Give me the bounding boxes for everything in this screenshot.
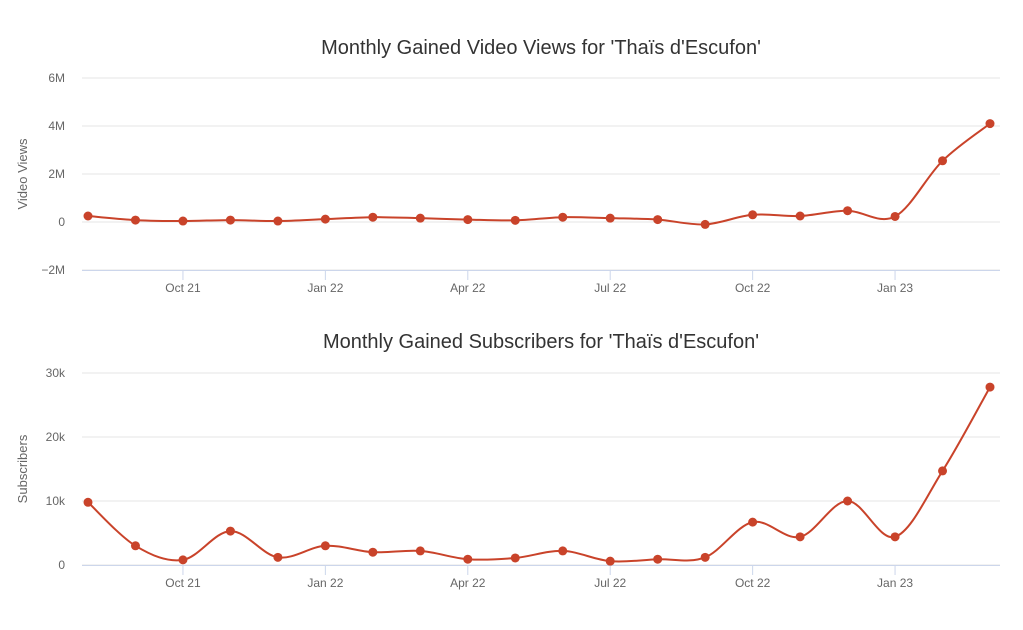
data-point[interactable] [178, 216, 188, 226]
data-point[interactable] [748, 517, 758, 527]
data-point[interactable] [795, 532, 805, 542]
data-point[interactable] [415, 546, 425, 556]
y-tick-label: 4M [48, 119, 65, 133]
data-point[interactable] [415, 213, 425, 223]
data-point[interactable] [273, 552, 283, 562]
data-point[interactable] [890, 211, 900, 221]
x-tick-label: Apr 22 [450, 576, 486, 590]
data-point[interactable] [653, 554, 663, 564]
data-point[interactable] [130, 541, 140, 551]
y-tick-label: −2M [41, 263, 65, 277]
data-point[interactable] [985, 119, 995, 129]
y-tick-label: 0 [58, 558, 65, 572]
x-tick-label: Oct 22 [735, 281, 771, 295]
chart-title: Monthly Gained Subscribers for 'Thaïs d'… [323, 331, 759, 353]
data-point[interactable] [653, 215, 663, 225]
y-axis-label: Video Views [15, 138, 30, 210]
y-tick-label: 6M [48, 71, 65, 85]
x-tick-label: Jul 22 [594, 576, 626, 590]
data-point[interactable] [83, 211, 93, 221]
data-point[interactable] [510, 215, 520, 225]
y-tick-label: 2M [48, 167, 65, 181]
data-point[interactable] [225, 215, 235, 225]
data-point[interactable] [320, 541, 330, 551]
y-tick-label: 20k [46, 430, 66, 444]
data-point[interactable] [368, 547, 378, 557]
chart-0: Monthly Gained Video Views for 'Thaïs d'… [15, 37, 1000, 295]
chart-title: Monthly Gained Video Views for 'Thaïs d'… [321, 37, 761, 59]
data-point[interactable] [558, 212, 568, 222]
series-line [87, 386, 991, 563]
x-tick-label: Apr 22 [450, 281, 486, 295]
x-tick-label: Jan 22 [307, 281, 343, 295]
x-tick-label: Oct 22 [735, 576, 771, 590]
data-point[interactable] [225, 526, 235, 536]
data-point[interactable] [700, 552, 710, 562]
y-tick-label: 10k [46, 494, 66, 508]
data-point[interactable] [938, 156, 948, 166]
data-point[interactable] [463, 554, 473, 564]
data-point[interactable] [700, 219, 710, 229]
data-point[interactable] [510, 553, 520, 563]
data-point[interactable] [605, 556, 615, 566]
x-tick-label: Jan 23 [877, 281, 913, 295]
data-point[interactable] [605, 213, 615, 223]
data-point[interactable] [985, 382, 995, 392]
data-point[interactable] [463, 215, 473, 225]
x-tick-label: Jul 22 [594, 281, 626, 295]
y-tick-label: 30k [46, 366, 66, 380]
x-tick-label: Oct 21 [165, 576, 201, 590]
y-axis-label: Subscribers [15, 434, 30, 503]
data-point[interactable] [843, 206, 853, 216]
data-point[interactable] [795, 211, 805, 221]
y-tick-label: 0 [58, 215, 65, 229]
data-point[interactable] [273, 216, 283, 226]
data-point[interactable] [843, 496, 853, 506]
x-tick-label: Jan 23 [877, 576, 913, 590]
data-point[interactable] [178, 555, 188, 565]
data-point[interactable] [938, 466, 948, 476]
x-tick-label: Jan 22 [307, 576, 343, 590]
chart-1: Monthly Gained Subscribers for 'Thaïs d'… [15, 331, 1000, 590]
data-point[interactable] [320, 214, 330, 224]
data-point[interactable] [890, 532, 900, 542]
x-tick-label: Oct 21 [165, 281, 201, 295]
data-point[interactable] [558, 546, 568, 556]
data-point[interactable] [368, 212, 378, 222]
data-point[interactable] [83, 497, 93, 507]
data-point[interactable] [130, 215, 140, 225]
data-point[interactable] [748, 210, 758, 220]
